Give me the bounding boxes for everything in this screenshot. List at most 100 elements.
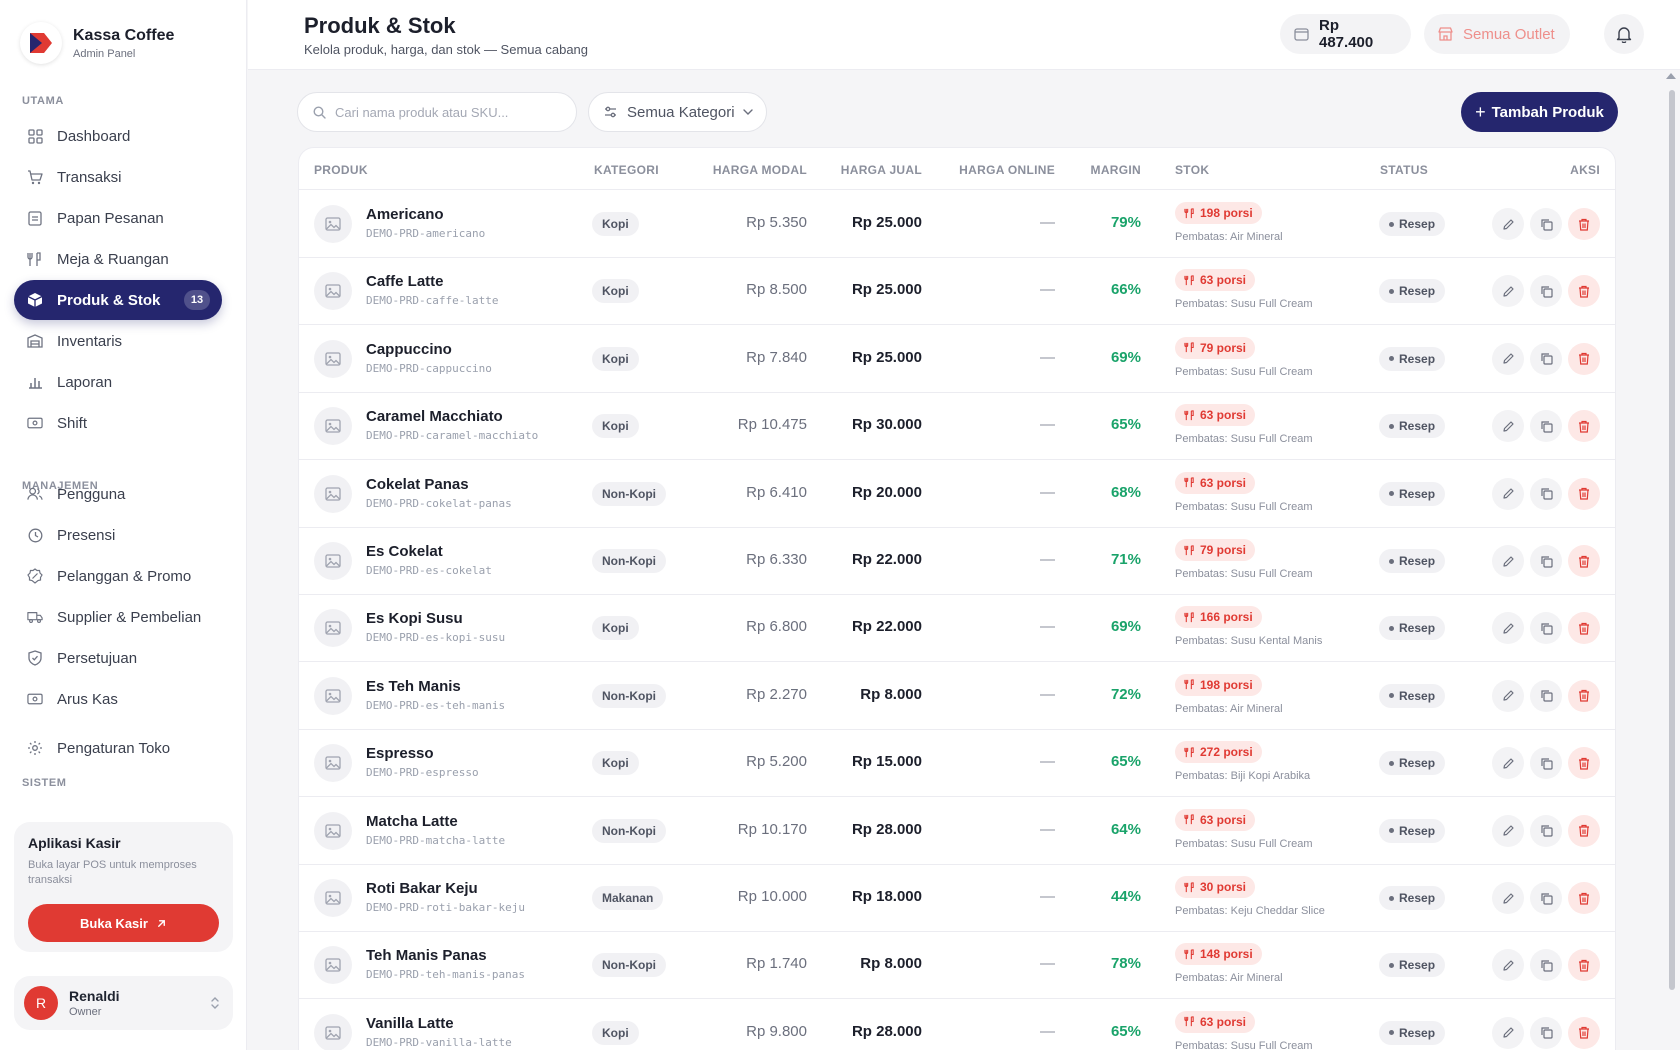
duplicate-button[interactable]	[1530, 747, 1562, 780]
table-row[interactable]: Roti Bakar Keju DEMO-PRD-roti-bakar-keju M…	[299, 864, 1615, 932]
delete-button[interactable]	[1568, 882, 1600, 914]
user-menu[interactable]: R Renaldi Owner	[14, 976, 233, 1030]
edit-button[interactable]	[1492, 545, 1524, 577]
delete-button[interactable]	[1568, 1016, 1600, 1049]
table-row[interactable]: Caffe Latte DEMO-PRD-caffe-latte Kopi Rp 8.…	[299, 257, 1615, 326]
sidebar-item-transaksi[interactable]: Transaksi	[14, 157, 222, 197]
table-row[interactable]: Cokelat Panas DEMO-PRD-cokelat-panas Non-K…	[299, 460, 1615, 528]
sidebar-item-supplier-pembelian[interactable]: Supplier & Pembelian	[14, 597, 222, 637]
open-cashier-button[interactable]: Buka Kasir	[28, 904, 219, 942]
sidebar-item-produk-stok[interactable]: Produk & Stok 13	[14, 280, 222, 320]
column-header-margin[interactable]: MARGIN	[1090, 163, 1141, 177]
column-header-harga-modal[interactable]: HARGA MODAL	[712, 163, 807, 177]
edit-button[interactable]	[1492, 208, 1524, 240]
edit-button[interactable]	[1492, 275, 1524, 308]
duplicate-button[interactable]	[1530, 275, 1562, 308]
search-input[interactable]	[335, 104, 555, 120]
outlet-selector[interactable]: Semua Outlet	[1424, 14, 1570, 54]
duplicate-button[interactable]	[1530, 545, 1562, 577]
delete-button[interactable]	[1568, 477, 1600, 510]
product-name[interactable]: Cappuccino	[366, 340, 452, 358]
column-header-status[interactable]: STATUS	[1380, 163, 1429, 177]
duplicate-button[interactable]	[1530, 814, 1562, 847]
delete-button[interactable]	[1568, 208, 1600, 240]
sidebar-item-arus-kas[interactable]: Arus Kas	[14, 679, 222, 719]
duplicate-button[interactable]	[1530, 949, 1562, 982]
delete-button[interactable]	[1568, 949, 1600, 982]
column-header-harga-jual[interactable]: HARGA JUAL	[840, 163, 922, 177]
sidebar-item-papan-pesanan[interactable]: Papan Pesanan	[14, 198, 222, 238]
sidebar-item-pelanggan-promo[interactable]: Pelanggan & Promo	[14, 556, 222, 596]
duplicate-button[interactable]	[1530, 410, 1562, 443]
edit-button[interactable]	[1492, 679, 1524, 712]
table-row[interactable]: Vanilla Latte DEMO-PRD-vanilla-latte Kopi R…	[299, 999, 1615, 1050]
add-product-button[interactable]: + Tambah Produk	[1461, 92, 1618, 132]
product-name[interactable]: Caramel Macchiato	[366, 408, 503, 426]
product-name[interactable]: Matcha Latte	[366, 812, 458, 830]
column-header-stok[interactable]: STOK	[1175, 163, 1210, 177]
duplicate-button[interactable]	[1530, 342, 1562, 375]
delete-button[interactable]	[1568, 747, 1600, 780]
duplicate-button[interactable]	[1530, 612, 1562, 645]
scrollbar-thumb[interactable]	[1669, 90, 1675, 990]
column-header-harga-online[interactable]: HARGA ONLINE	[959, 163, 1055, 177]
product-name[interactable]: Americano	[366, 206, 444, 223]
column-header-aksi: AKSI	[1570, 163, 1600, 177]
edit-button[interactable]	[1492, 1016, 1524, 1049]
sidebar-item-persetujuan[interactable]: Persetujuan	[14, 638, 222, 678]
product-name[interactable]: Espresso	[366, 745, 434, 763]
duplicate-button[interactable]	[1530, 477, 1562, 510]
sidebar-item-meja-ruangan[interactable]: Meja & Ruangan	[14, 239, 222, 279]
delete-button[interactable]	[1568, 679, 1600, 712]
table-row[interactable]: Matcha Latte DEMO-PRD-matcha-latte Non-Kop…	[299, 797, 1615, 865]
edit-button[interactable]	[1492, 747, 1524, 780]
delete-button[interactable]	[1568, 545, 1600, 577]
product-name[interactable]: Vanilla Latte	[366, 1014, 454, 1032]
duplicate-button[interactable]	[1530, 882, 1562, 914]
sidebar-item-dashboard[interactable]: Dashboard	[14, 116, 222, 156]
duplicate-button[interactable]	[1530, 679, 1562, 712]
product-name[interactable]: Roti Bakar Keju	[366, 880, 478, 897]
table-row[interactable]: Cappuccino DEMO-PRD-cappuccino Kopi Rp 7.84…	[299, 325, 1615, 393]
category-filter[interactable]: Semua Kategori	[588, 92, 767, 132]
table-row[interactable]: Caramel Macchiato DEMO-PRD-caramel-macchi…	[299, 392, 1615, 461]
table-row[interactable]: Es Cokelat DEMO-PRD-es-cokelat Non-Kopi Rp …	[299, 527, 1615, 595]
product-name[interactable]: Es Teh Manis	[366, 677, 461, 695]
sidebar-item-pengguna[interactable]: Pengguna	[14, 474, 222, 514]
notifications-button[interactable]	[1604, 14, 1644, 54]
edit-button[interactable]	[1492, 477, 1524, 510]
product-name[interactable]: Caffe Latte	[366, 273, 444, 291]
brand[interactable]: Kassa Coffee Admin Panel	[20, 22, 174, 64]
product-name[interactable]: Teh Manis Panas	[366, 947, 487, 965]
table-row[interactable]: Teh Manis Panas DEMO-PRD-teh-manis-panas N…	[299, 931, 1615, 1000]
product-name[interactable]: Es Cokelat	[366, 543, 443, 560]
product-name[interactable]: Es Kopi Susu	[366, 610, 463, 628]
sidebar-item-presensi[interactable]: Presensi	[14, 515, 222, 555]
product-name[interactable]: Cokelat Panas	[366, 475, 469, 493]
table-row[interactable]: Espresso DEMO-PRD-espresso Kopi Rp 5.200 Rp …	[299, 729, 1615, 798]
sidebar-item-pengaturan-toko[interactable]: Pengaturan Toko	[14, 740, 222, 766]
balance-pill[interactable]: Rp 487.400	[1280, 14, 1411, 54]
table-row[interactable]: Es Kopi Susu DEMO-PRD-es-kopi-susu Kopi Rp …	[299, 594, 1615, 663]
delete-button[interactable]	[1568, 275, 1600, 308]
delete-button[interactable]	[1568, 814, 1600, 847]
edit-button[interactable]	[1492, 949, 1524, 982]
edit-button[interactable]	[1492, 410, 1524, 443]
delete-button[interactable]	[1568, 612, 1600, 645]
delete-button[interactable]	[1568, 342, 1600, 375]
edit-button[interactable]	[1492, 342, 1524, 375]
duplicate-button[interactable]	[1530, 208, 1562, 240]
column-header-kategori[interactable]: KATEGORI	[594, 163, 659, 177]
edit-button[interactable]	[1492, 814, 1524, 847]
scroll-up-arrow[interactable]	[1666, 73, 1676, 79]
edit-button[interactable]	[1492, 612, 1524, 645]
sidebar-item-shift[interactable]: Shift	[14, 403, 222, 443]
sidebar-item-laporan[interactable]: Laporan	[14, 362, 222, 402]
edit-button[interactable]	[1492, 882, 1524, 914]
table-row[interactable]: Es Teh Manis DEMO-PRD-es-teh-manis Non-Kop…	[299, 662, 1615, 730]
duplicate-button[interactable]	[1530, 1016, 1562, 1049]
table-row[interactable]: Americano DEMO-PRD-americano Kopi Rp 5.350 R…	[299, 190, 1615, 258]
sidebar-item-inventaris[interactable]: Inventaris	[14, 321, 222, 361]
delete-button[interactable]	[1568, 410, 1600, 443]
column-header-produk[interactable]: PRODUK	[314, 163, 368, 177]
